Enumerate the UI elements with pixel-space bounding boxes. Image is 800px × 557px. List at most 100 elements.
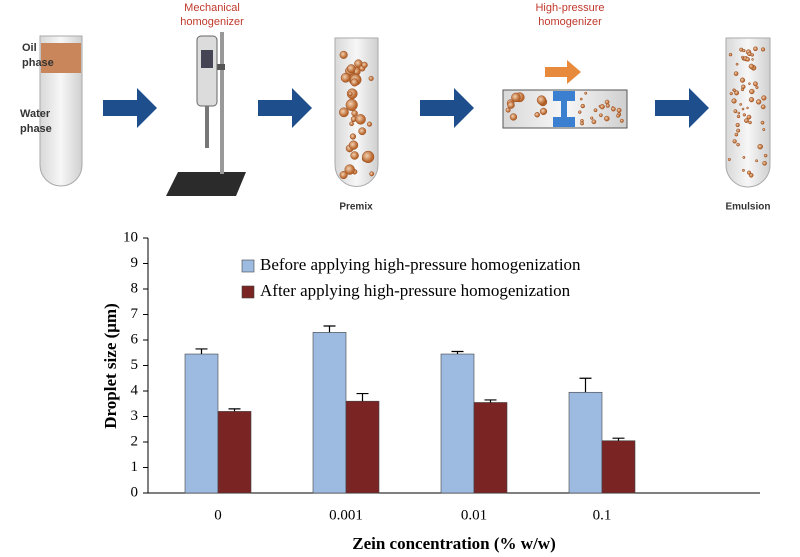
droplet (763, 153, 768, 158)
valve (553, 91, 575, 127)
droplet (731, 98, 737, 104)
droplet (348, 140, 359, 150)
water-label: Water phase (20, 108, 52, 135)
droplets (727, 46, 768, 178)
legend-label: Before applying high-pressure homogeniza… (260, 255, 581, 274)
y-tick-label: 2 (131, 433, 139, 449)
droplet (610, 106, 616, 112)
arrows (103, 88, 709, 128)
droplet (539, 107, 548, 116)
droplet (604, 115, 610, 122)
droplet (729, 91, 733, 96)
droplet (755, 159, 759, 163)
droplet (605, 103, 610, 108)
droplet (511, 92, 521, 103)
droplet (742, 113, 746, 117)
droplet (741, 168, 745, 172)
y-tick-label: 5 (131, 357, 139, 373)
homogenizer-icon (166, 32, 246, 196)
bar (184, 353, 219, 494)
y-tick-label: 10 (123, 229, 138, 245)
droplet (579, 97, 583, 101)
droplet (762, 128, 766, 132)
droplet (728, 52, 733, 57)
bar (345, 400, 380, 494)
bar (473, 402, 508, 494)
droplet (339, 171, 348, 180)
droplet (742, 155, 746, 159)
error-bar (484, 399, 497, 403)
process-diagram: Oil phase Water phase Mechanical homogenize… (20, 2, 771, 213)
droplet (344, 164, 355, 175)
bar-chart: Droplet size (μm) Zein concentration (% … (101, 229, 760, 553)
droplet (727, 157, 731, 161)
error-bar (323, 325, 336, 333)
droplet (748, 82, 751, 85)
droplet (751, 58, 754, 61)
droplet (368, 75, 374, 81)
droplet (509, 113, 518, 121)
droplet (761, 95, 767, 101)
droplet (739, 103, 743, 106)
droplet (734, 132, 739, 137)
y-tick-label: 3 (131, 408, 139, 424)
droplet (749, 88, 755, 95)
droplet (366, 121, 373, 127)
droplet (748, 97, 755, 103)
droplet (349, 121, 354, 127)
y-tick-label: 9 (131, 255, 139, 271)
droplet (750, 53, 754, 57)
error-bar (579, 377, 592, 393)
droplet (741, 107, 745, 111)
bar (601, 440, 636, 494)
droplets (339, 50, 375, 180)
droplet (616, 107, 622, 113)
droplet (736, 114, 741, 119)
droplet (616, 113, 620, 118)
droplet (350, 151, 359, 160)
droplet (619, 118, 624, 123)
droplet (736, 142, 740, 147)
bar (440, 353, 475, 494)
droplet (741, 84, 746, 89)
y-tick-label: 6 (131, 331, 139, 347)
droplet (735, 62, 739, 66)
droplet (745, 57, 750, 62)
droplet (369, 171, 375, 177)
droplet (748, 120, 752, 125)
droplet (580, 121, 584, 126)
droplet (536, 95, 547, 105)
x-tick-label: 0.1 (593, 507, 612, 523)
error-bar (228, 408, 241, 412)
droplet (507, 101, 515, 109)
droplet (748, 63, 755, 70)
emulsion-label: Emulsion (725, 202, 770, 213)
droplet (735, 122, 740, 128)
droplet (746, 170, 752, 175)
droplet (733, 89, 737, 92)
droplet (755, 99, 762, 105)
legend-swatch (241, 259, 255, 273)
droplet (345, 98, 358, 111)
bar (217, 411, 252, 494)
droplet (752, 81, 758, 87)
error-bar (195, 348, 208, 355)
droplet (339, 107, 349, 118)
droplet (757, 143, 763, 150)
droplet (578, 110, 582, 114)
error-bar (612, 437, 625, 441)
y-tick-label: 1 (131, 459, 139, 475)
droplet (350, 78, 359, 87)
droplet (355, 114, 366, 125)
droplet (339, 50, 348, 59)
droplet (534, 112, 540, 118)
droplet (584, 91, 588, 95)
mechanical-label: Mechanical homogenizer (180, 2, 244, 28)
droplet (340, 72, 351, 83)
droplet (755, 85, 759, 89)
x-axis-title: Zein concentration (% w/w) (352, 534, 556, 553)
y-tick-label: 8 (131, 280, 139, 296)
droplet (744, 118, 749, 123)
flow-arrow (545, 60, 581, 84)
